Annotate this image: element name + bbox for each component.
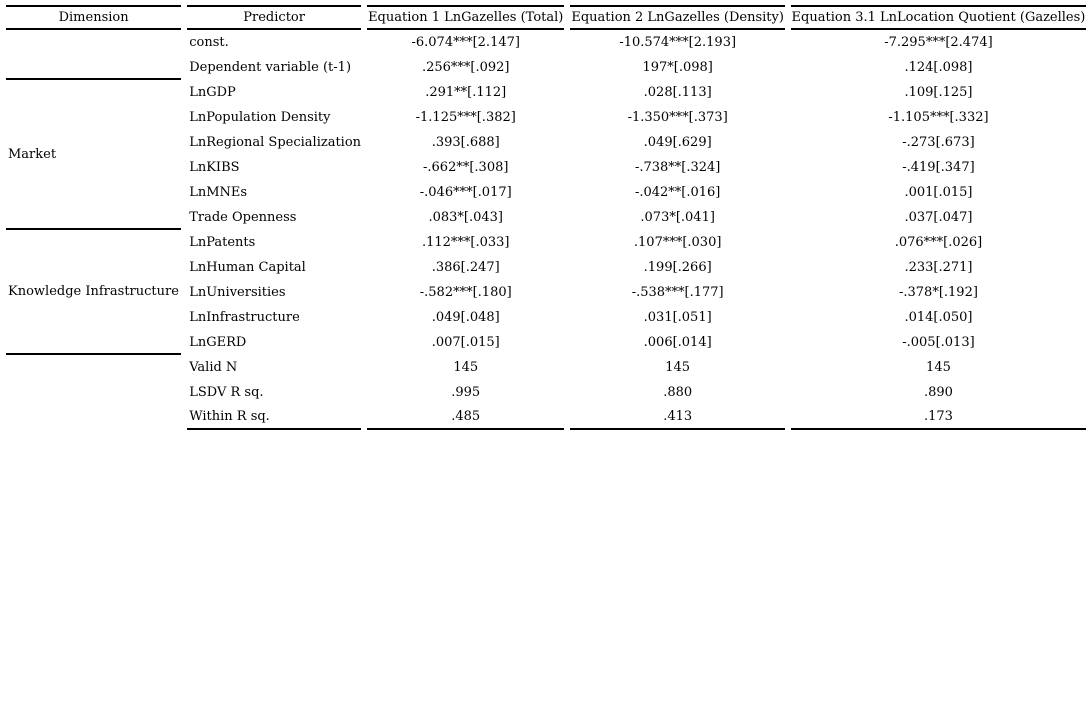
value-cell: -.738**[.324] bbox=[634, 160, 721, 175]
value-cell: .001[.015] bbox=[904, 185, 973, 200]
predictor-cell: LnGDP bbox=[189, 85, 236, 100]
value-cell: -.662**[.308] bbox=[423, 160, 509, 175]
table-row: LnHuman Capital .386[.247] .199[.266] .2… bbox=[6, 255, 1086, 280]
value-cell: -1.125***[.382] bbox=[415, 110, 516, 125]
value-cell: .413 bbox=[570, 405, 785, 430]
value-cell: .049[.629] bbox=[643, 135, 712, 150]
predictor-cell: LnKIBS bbox=[189, 160, 240, 175]
predictor-cell: LnMNEs bbox=[189, 185, 248, 200]
predictor-cell: LnInfrastructure bbox=[189, 310, 300, 325]
column-header-equation-1: Equation 1 LnGazelles (Total) bbox=[367, 5, 565, 30]
column-header-predictor: Predictor bbox=[187, 5, 362, 30]
table-row: LnInfrastructure .049[.048] .031[.051] .… bbox=[6, 305, 1086, 330]
dimension-cell bbox=[6, 355, 181, 430]
page: { "table": { "headers": { "dimension": "… bbox=[0, 5, 1092, 713]
table-row: LnGERD .007[.015] .006[.014] -.005[.013] bbox=[6, 330, 1086, 355]
value-cell: .256***[.092] bbox=[421, 60, 510, 75]
value-cell: .233[.271] bbox=[904, 260, 973, 275]
predictor-cell: Trade Openness bbox=[189, 210, 297, 225]
value-cell: 145 bbox=[665, 360, 691, 375]
value-cell: .112***[.033] bbox=[421, 235, 510, 250]
value-cell: 145 bbox=[453, 360, 479, 375]
predictor-cell: LnGERD bbox=[189, 335, 247, 350]
predictor-cell: LnRegional Specialization bbox=[189, 135, 362, 150]
predictor-cell: LnPatents bbox=[189, 235, 256, 250]
value-cell: -.273[.673] bbox=[902, 135, 975, 150]
table-row: LnPopulation Density -1.125***[.382] -1.… bbox=[6, 105, 1086, 130]
table-row: Market LnGDP .291**[.112] .028[.113] .10… bbox=[6, 80, 1086, 230]
table-row: Dependent variable (t-1) .256***[.092] 1… bbox=[6, 55, 1086, 80]
value-cell: .291**[.112] bbox=[425, 85, 507, 100]
value-cell: .199[.266] bbox=[643, 260, 712, 275]
table-row: LnKIBS -.662**[.308] -.738**[.324] -.419… bbox=[6, 155, 1086, 180]
value-cell: -.042**[.016] bbox=[634, 185, 721, 200]
value-cell: .028[.113] bbox=[643, 85, 712, 100]
value-cell: 197*[.098] bbox=[642, 60, 713, 75]
value-cell: .107***[.030] bbox=[633, 235, 722, 250]
value-cell: .173 bbox=[790, 405, 1086, 430]
value-cell: .049[.048] bbox=[431, 310, 500, 325]
value-cell: 145 bbox=[926, 360, 951, 375]
value-cell: .995 bbox=[451, 385, 481, 400]
value-cell: .083*[.043] bbox=[428, 210, 503, 225]
value-cell: -7.295***[2.474] bbox=[884, 35, 993, 50]
value-cell: .006[.014] bbox=[643, 335, 712, 350]
column-header-dimension: Dimension bbox=[6, 5, 182, 30]
predictor-cell: LnUniversities bbox=[189, 285, 286, 300]
table-row: const. -6.074***[2.147] -10.574***[2.193… bbox=[6, 30, 1086, 80]
value-cell: .073*[.041] bbox=[640, 210, 715, 225]
value-cell: .031[.051] bbox=[643, 310, 712, 325]
value-cell: -.046***[.017] bbox=[419, 185, 512, 200]
table-row: LnUniversities -.582***[.180] -.538***[.… bbox=[6, 280, 1086, 305]
value-cell: -6.074***[2.147] bbox=[411, 35, 520, 50]
value-cell: .124[.098] bbox=[904, 60, 973, 75]
regression-table: Dimension Predictor Equation 1 LnGazelle… bbox=[0, 5, 1092, 430]
value-cell: .076***[.026] bbox=[894, 235, 983, 250]
column-header-equation-3: Equation 3.1 LnLocation Quotient (Gazell… bbox=[790, 5, 1086, 30]
value-cell: -1.350***[.373] bbox=[627, 110, 728, 125]
table-row: LnRegional Specialization .393[.688] .04… bbox=[6, 130, 1086, 155]
value-cell: -.005[.013] bbox=[902, 335, 975, 350]
column-header-equation-2: Equation 2 LnGazelles (Density) bbox=[570, 5, 785, 30]
predictor-cell: LnPopulation Density bbox=[189, 110, 331, 125]
table-row: Within R sq. .485 .413 .173 bbox=[6, 405, 1086, 430]
value-cell: -.378*[.192] bbox=[898, 285, 978, 300]
predictor-cell: Valid N bbox=[189, 360, 238, 375]
value-cell: -.538***[.177] bbox=[631, 285, 724, 300]
value-cell: .014[.050] bbox=[904, 310, 973, 325]
predictor-cell: const. bbox=[189, 35, 229, 50]
table-row: Knowledge Infrastructure LnPatents .112*… bbox=[6, 230, 1086, 355]
value-cell: -10.574***[2.193] bbox=[619, 35, 737, 50]
table-row: LSDV R sq. .995 .880 .890 bbox=[6, 380, 1086, 405]
dimension-cell: Market bbox=[6, 80, 182, 230]
table-row: Valid N 145 145 145 bbox=[6, 355, 1086, 380]
value-cell: .393[.688] bbox=[431, 135, 500, 150]
dimension-cell bbox=[6, 30, 182, 80]
value-cell: -.419[.347] bbox=[902, 160, 975, 175]
value-cell: -.582***[.180] bbox=[419, 285, 512, 300]
value-cell: .485 bbox=[367, 405, 565, 430]
table-row: Trade Openness .083*[.043] .073*[.041] .… bbox=[6, 205, 1086, 230]
value-cell: .007[.015] bbox=[431, 335, 500, 350]
predictor-cell: Within R sq. bbox=[187, 405, 362, 430]
value-cell: .890 bbox=[923, 385, 953, 400]
value-cell: .386[.247] bbox=[431, 260, 500, 275]
predictor-cell: LSDV R sq. bbox=[189, 385, 264, 400]
header-row: Dimension Predictor Equation 1 LnGazelle… bbox=[6, 5, 1086, 30]
dimension-cell: Knowledge Infrastructure bbox=[6, 230, 182, 355]
value-cell: .880 bbox=[663, 385, 693, 400]
value-cell: .037[.047] bbox=[904, 210, 973, 225]
predictor-cell: Dependent variable (t-1) bbox=[189, 60, 352, 75]
table-row: LnMNEs -.046***[.017] -.042**[.016] .001… bbox=[6, 180, 1086, 205]
predictor-cell: LnHuman Capital bbox=[189, 260, 306, 275]
value-cell: -1.105***[.332] bbox=[888, 110, 989, 125]
value-cell: .109[.125] bbox=[904, 85, 973, 100]
